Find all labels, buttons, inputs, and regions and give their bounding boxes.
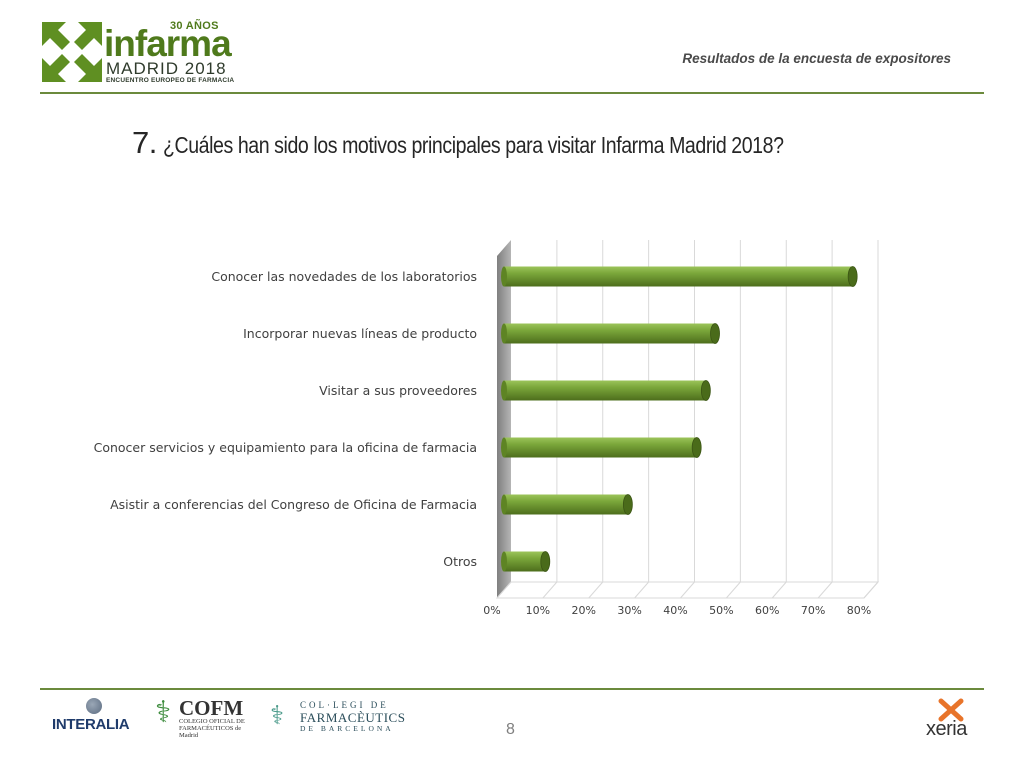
bar (501, 323, 720, 344)
floor-gridline (634, 581, 650, 599)
side-wall (497, 240, 511, 598)
bar-body (504, 551, 546, 572)
floor-gridline (542, 581, 558, 599)
category-labels: Conocer las novedades de los laboratorio… (94, 269, 477, 569)
bar (501, 551, 551, 572)
colegi-barcelona-logo: ⚕ COL·LEGI DE FARMACÈUTICS DE BARCELONA (270, 700, 410, 736)
footer-divider (40, 688, 984, 690)
category-label: Visitar a sus proveedores (319, 383, 477, 398)
bar-end-cap (847, 266, 858, 287)
globe-icon (86, 698, 102, 714)
x-tick-label: 60% (755, 604, 779, 617)
x-tick-label: 40% (663, 604, 687, 617)
bar-start-cap (501, 323, 507, 344)
infarma-arrows-icon (38, 18, 106, 86)
x-tick-label: 30% (617, 604, 641, 617)
colegi-line-2: FARMACÈUTICS (300, 710, 406, 725)
bar (501, 380, 711, 401)
infarma-logo: 30 AÑOS infarma MADRID 2018 ENCUENTRO EU… (38, 18, 248, 86)
floor-gridline (680, 581, 695, 599)
logo-city: MADRID 2018 (106, 59, 227, 78)
bar-end-cap (700, 380, 711, 401)
category-label: Conocer servicios y equipamiento para la… (94, 440, 477, 455)
logo-brand: infarma (104, 23, 232, 64)
caduceus-icon: ⚕ (155, 696, 172, 729)
bar-end-cap (691, 437, 702, 458)
cofm-full-name: COLEGIO OFICIAL DE FARMACÉUTICOS de Madr… (179, 718, 245, 739)
bar-end-cap (540, 551, 551, 572)
x-tick-label: 70% (801, 604, 825, 617)
bar-body (504, 380, 706, 401)
question-number: 7. (132, 125, 157, 160)
header-subtitle: Resultados de la encuesta de expositores (682, 51, 951, 66)
category-label: Incorporar nuevas líneas de producto (243, 326, 477, 341)
cofm-logo: ⚕ COFM COLEGIO OFICIAL DE FARMACÉUTICOS … (155, 694, 255, 746)
bar-start-cap (501, 380, 507, 401)
bar-body (504, 323, 716, 344)
bar (501, 266, 858, 287)
x-tick-label: 20% (572, 604, 596, 617)
bar-start-cap (501, 437, 507, 458)
page-title: 7. ¿Cuáles han sido los motivos principal… (132, 125, 893, 161)
floor-outline (495, 581, 880, 599)
category-label: Conocer las novedades de los laboratorio… (211, 269, 477, 284)
x-tick-labels: 0% 10% 20% 30% 40% 50% 60% 70% 80% (483, 604, 871, 617)
chart-side-wall (497, 240, 511, 598)
bar-start-cap (501, 551, 507, 572)
bar-end-cap (622, 494, 633, 515)
bar-start-cap (501, 494, 507, 515)
bar-end-cap (710, 323, 720, 344)
category-label: Asistir a conferencias del Congreso de O… (110, 497, 477, 512)
chart-bars (501, 266, 858, 572)
x-tick-label: 10% (526, 604, 550, 617)
floor-gridline (588, 581, 604, 599)
header-divider (40, 92, 984, 94)
xeria-mark-icon (938, 698, 964, 722)
xeria-name: xeria (926, 718, 967, 740)
logo-tagline: ENCUENTRO EUROPEO DE FARMACIA (106, 77, 235, 84)
logo-anniversary: 30 AÑOS (170, 20, 219, 32)
page-number: 8 (506, 721, 515, 738)
bar-start-cap (501, 266, 507, 287)
floor-gridline (771, 581, 787, 599)
colegi-line-3: DE BARCELONA (300, 724, 394, 733)
xeria-logo: xeria (922, 698, 986, 742)
cofm-name: COFM (179, 696, 244, 720)
bar (501, 437, 702, 458)
chart-grid (556, 240, 879, 582)
colegi-line-1: COL·LEGI DE (300, 700, 389, 710)
x-tick-label: 80% (847, 604, 871, 617)
chart-floor (495, 581, 880, 599)
bar (501, 494, 633, 515)
floor-gridline (725, 581, 741, 599)
floor-gridline (817, 581, 833, 599)
pharmacy-cup-icon: ⚕ (270, 700, 285, 730)
interalia-name: INTERALIA (52, 716, 130, 733)
interalia-logo: INTERALIA (52, 698, 140, 738)
bar-body (504, 266, 853, 287)
x-tick-label: 0% (483, 604, 500, 617)
question-text: ¿Cuáles han sido los motivos principales… (162, 132, 784, 158)
bar-body (504, 437, 697, 458)
category-label: Otros (443, 554, 477, 569)
x-tick-label: 50% (709, 604, 733, 617)
bar-body (504, 494, 628, 515)
